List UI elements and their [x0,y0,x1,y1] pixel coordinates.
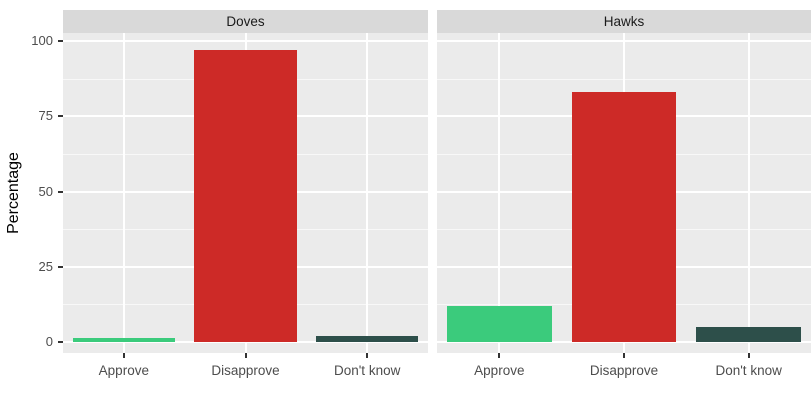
facet-strip-hawks: Hawks [437,10,811,33]
x-tick-mark [498,353,501,358]
gridline-major-v [366,33,369,353]
x-tick-mark [244,353,247,358]
y-tick-mark [58,265,63,268]
bar-hawks-disapprove [571,92,677,342]
x-tick-mark [122,353,125,358]
bar-doves-approve [72,337,175,342]
x-tick-mark [747,353,750,358]
y-tick-mark [58,40,63,42]
y-tick-label: 100 [31,33,53,48]
y-tick-mark [58,341,63,343]
x-tick-label: Approve [98,363,149,378]
facet-strip-label: Hawks [603,14,645,29]
plot-panel-hawks [437,33,811,353]
x-tick-label: Approve [474,363,525,378]
gridline-major-v [747,33,750,353]
y-tick-mark [58,190,63,193]
gridline-major-v [498,33,501,353]
bar-hawks-don-t-know [696,326,802,342]
gridline-major-v [122,33,125,353]
plot-panel-doves [63,33,428,353]
y-tick-label: 50 [38,183,53,199]
x-tick-label: Don't know [715,363,782,378]
facet-strip-label: Doves [226,14,265,29]
x-tick-mark [623,353,625,358]
y-tick-mark [58,115,63,118]
x-tick-label: Disapprove [211,363,280,378]
y-tick-label: 0 [45,334,53,349]
bar-doves-don-t-know [316,335,419,342]
facet-strip-doves: Doves [63,10,428,33]
x-tick-mark [366,353,369,358]
y-tick-label: 25 [38,258,53,274]
y-tick-label: 75 [38,108,53,124]
x-tick-label: Don't know [333,363,401,378]
x-tick-label: Disapprove [589,363,659,378]
bar-doves-disapprove [194,50,297,342]
bar-hawks-approve [446,305,552,342]
